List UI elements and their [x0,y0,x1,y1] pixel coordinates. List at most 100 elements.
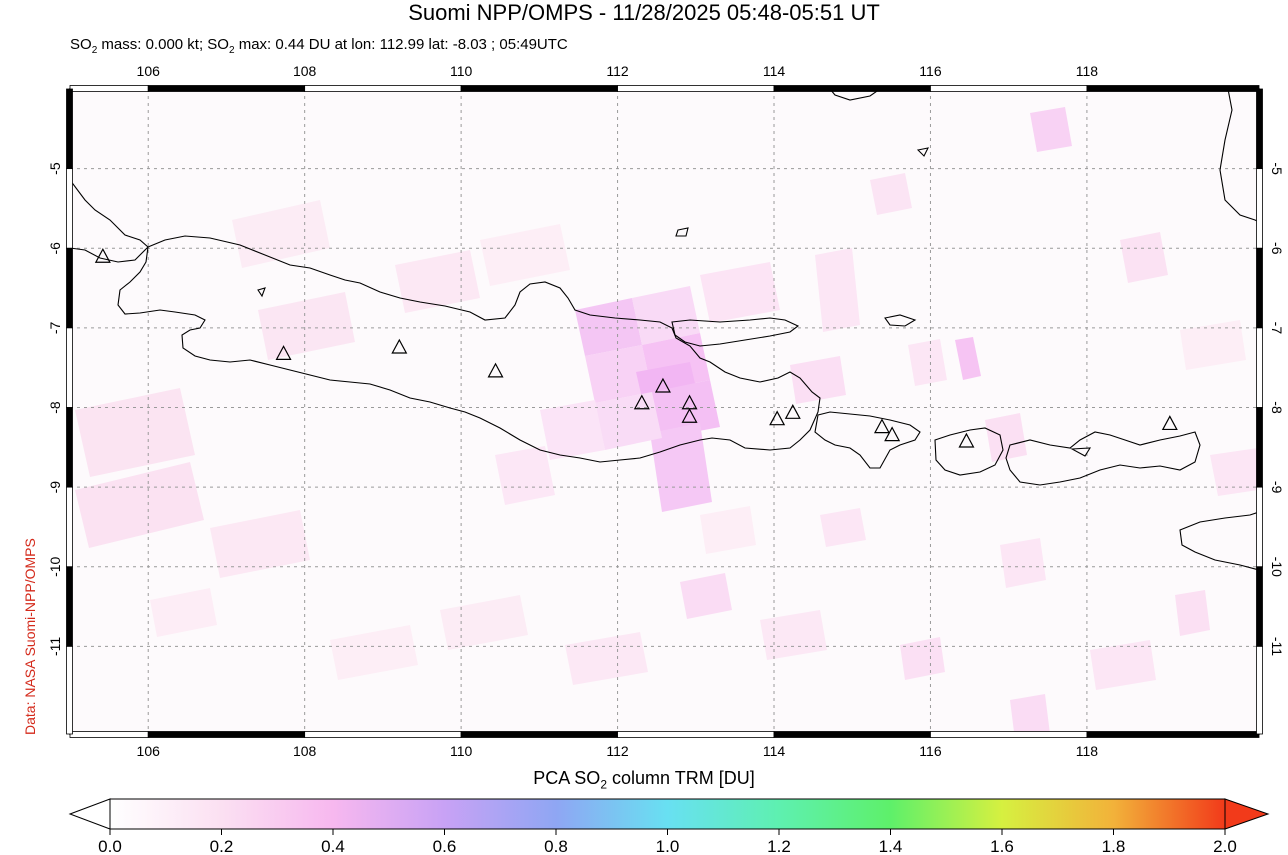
lat-tick-label-left: -10 [47,556,63,576]
frame-segment-top [147,85,306,92]
frame-segment-left [66,486,73,568]
frame-segment-left [66,327,73,408]
frame-segment-right [1256,168,1263,249]
volcano-icon [94,247,111,263]
volcano-icon [487,362,504,378]
frame-segment-top [617,85,775,92]
so2-pixel [820,508,866,547]
frame-segment-bottom [773,731,931,738]
colorbar-title: PCA SO2 column TRM [DU] [533,768,755,792]
frame-segment-bottom [304,731,462,738]
lat-tick-label-left: -8 [47,401,63,414]
lat-tick-label-right: -7 [1269,322,1285,335]
volcano-icon [884,426,901,442]
frame-segment-top [304,85,462,92]
lon-tick-label-bottom: 108 [293,743,317,759]
colorbar-under-arrow [68,798,111,830]
volcano-icon [391,338,408,354]
colorbar-gradient [109,798,1226,830]
frame-segment-top [1086,85,1260,92]
frame-segment-bottom [617,731,775,738]
frame-segment-bottom [69,731,149,738]
lat-tick-label-left: -7 [47,321,63,334]
coastline-java [117,235,821,463]
frame-segment-left [66,566,73,647]
frame-segment-left [66,247,73,329]
map-title: Suomi NPP/OMPS - 11/28/2025 05:48-05:51 … [408,0,880,25]
frame-segment-left [66,88,73,170]
frame-segment-bottom [147,731,306,738]
so2-pixel [1210,448,1258,496]
lon-tick-label-top: 118 [1076,63,1099,79]
lat-tick-label-right: -6 [1269,242,1285,255]
frame-segment-top [930,85,1088,92]
coastline-sumba [1179,511,1259,571]
so2-pixel [680,573,732,619]
so2-pixel [955,337,981,380]
lat-tick-label-right: -11 [1269,637,1285,656]
island [1070,447,1092,457]
so2-pixel [330,625,418,680]
volcano-icon [769,410,786,426]
frame-segment-bottom [930,731,1088,738]
axis-tick-labels: 106 106 108 108 110 110 112 112 114 114 116 116 118 1… [47,63,1285,759]
frame-segment-right [1256,247,1263,329]
lat-tick-label-right: -10 [1269,557,1285,577]
coastline-borneo [829,89,881,101]
lon-tick-label-top: 106 [137,63,161,79]
so2-pixel [540,400,605,460]
lat-tick-label-left: -11 [47,637,63,656]
colorbar-tick-label: 1.4 [879,837,903,855]
frame-segment-top [460,85,618,92]
so2-pixel [1090,640,1156,690]
so2-pixel-field [75,107,1258,734]
so2-pixel [900,637,945,680]
coastlines [70,89,1259,571]
so2-pixel [575,298,642,356]
frame-segment-right [1256,88,1263,170]
lon-tick-label-bottom: 118 [1076,743,1099,759]
colorbar-tick-label: 1.0 [656,837,680,855]
so2-pixel [700,262,780,323]
lon-tick-label-top: 112 [606,63,629,79]
frame-segment-left [66,168,73,249]
coastline-lombok [934,427,1004,476]
so2-pixel [1175,590,1210,636]
so2-pixel [210,510,310,578]
frame-segment-left [66,407,73,488]
so2-pixel [595,392,662,450]
frame-segment-right [1256,646,1263,735]
so2-pixel [870,173,912,215]
colorbar-tick-label: 1.6 [990,837,1014,855]
so2-pixel [232,200,330,268]
colorbar-tick-label: 0.6 [433,837,457,855]
so2-pixel [760,610,827,660]
coastline-sumbawa [1005,431,1201,486]
so2-pixel [1030,107,1072,152]
frame-segment-top [773,85,931,92]
colorbar-tick-label: 0.4 [321,837,345,855]
colorbar-tick-label: 1.2 [767,837,791,855]
lon-tick-label-top: 114 [763,63,786,79]
frame-segment-right [1256,327,1263,408]
volcano-icon [654,377,671,393]
so2-pixel [1120,232,1168,283]
coastline-bali [814,411,921,469]
so2-pixel [440,595,528,650]
lon-tick-label-top: 116 [919,63,942,79]
volcano-icon [784,404,801,419]
so2-pixel [258,292,355,360]
lon-tick-label-bottom: 114 [763,743,786,759]
lon-tick-label-bottom: 112 [606,743,629,759]
coastline-kangean [884,314,917,327]
coastline-sumatra-tip [70,179,149,263]
colorbar: 0.0 0.2 0.4 0.6 0.8 1.0 1.2 1.4 1.6 1.8 2.0 [68,798,1270,855]
so2-pixel [150,588,217,637]
lon-tick-label-top: 110 [450,63,473,79]
so2-pixel [565,632,648,685]
so2-pixel [815,248,860,332]
island [916,147,929,157]
lat-tick-label-right: -9 [1269,481,1285,494]
so2-pixel [908,339,947,386]
colorbar-tick-label: 0.8 [544,837,568,855]
